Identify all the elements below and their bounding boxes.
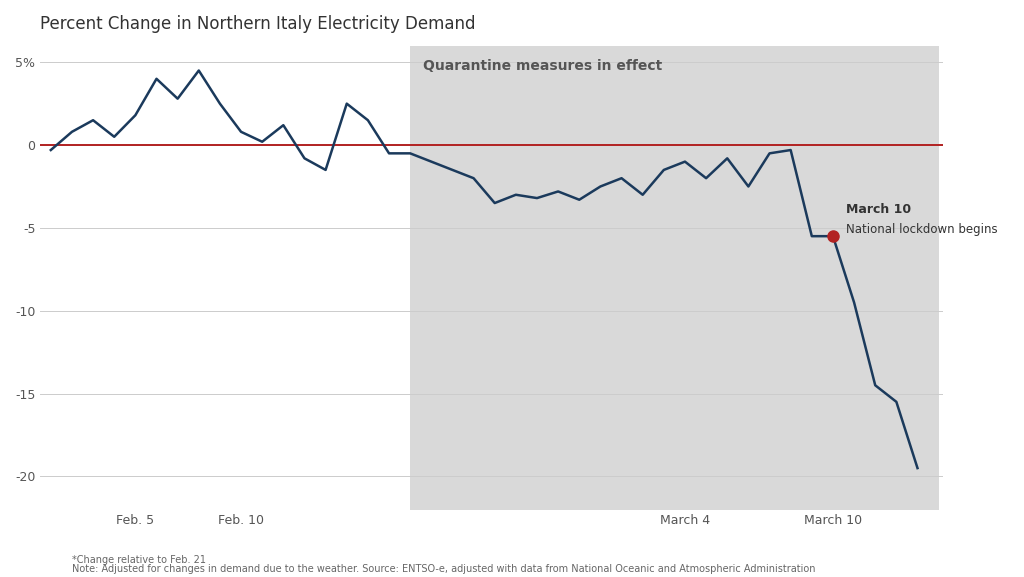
- Text: Note: Adjusted for changes in demand due to the weather. Source: ENTSO-e, adjust: Note: Adjusted for changes in demand due…: [72, 564, 815, 574]
- Text: Quarantine measures in effect: Quarantine measures in effect: [423, 59, 663, 73]
- Text: March 10: March 10: [846, 203, 910, 216]
- Bar: [411, 46, 939, 509]
- Text: *Change relative to Feb. 21: *Change relative to Feb. 21: [72, 554, 206, 564]
- Text: Percent Change in Northern Italy Electricity Demand: Percent Change in Northern Italy Electri…: [40, 15, 476, 33]
- Text: National lockdown begins: National lockdown begins: [846, 223, 997, 236]
